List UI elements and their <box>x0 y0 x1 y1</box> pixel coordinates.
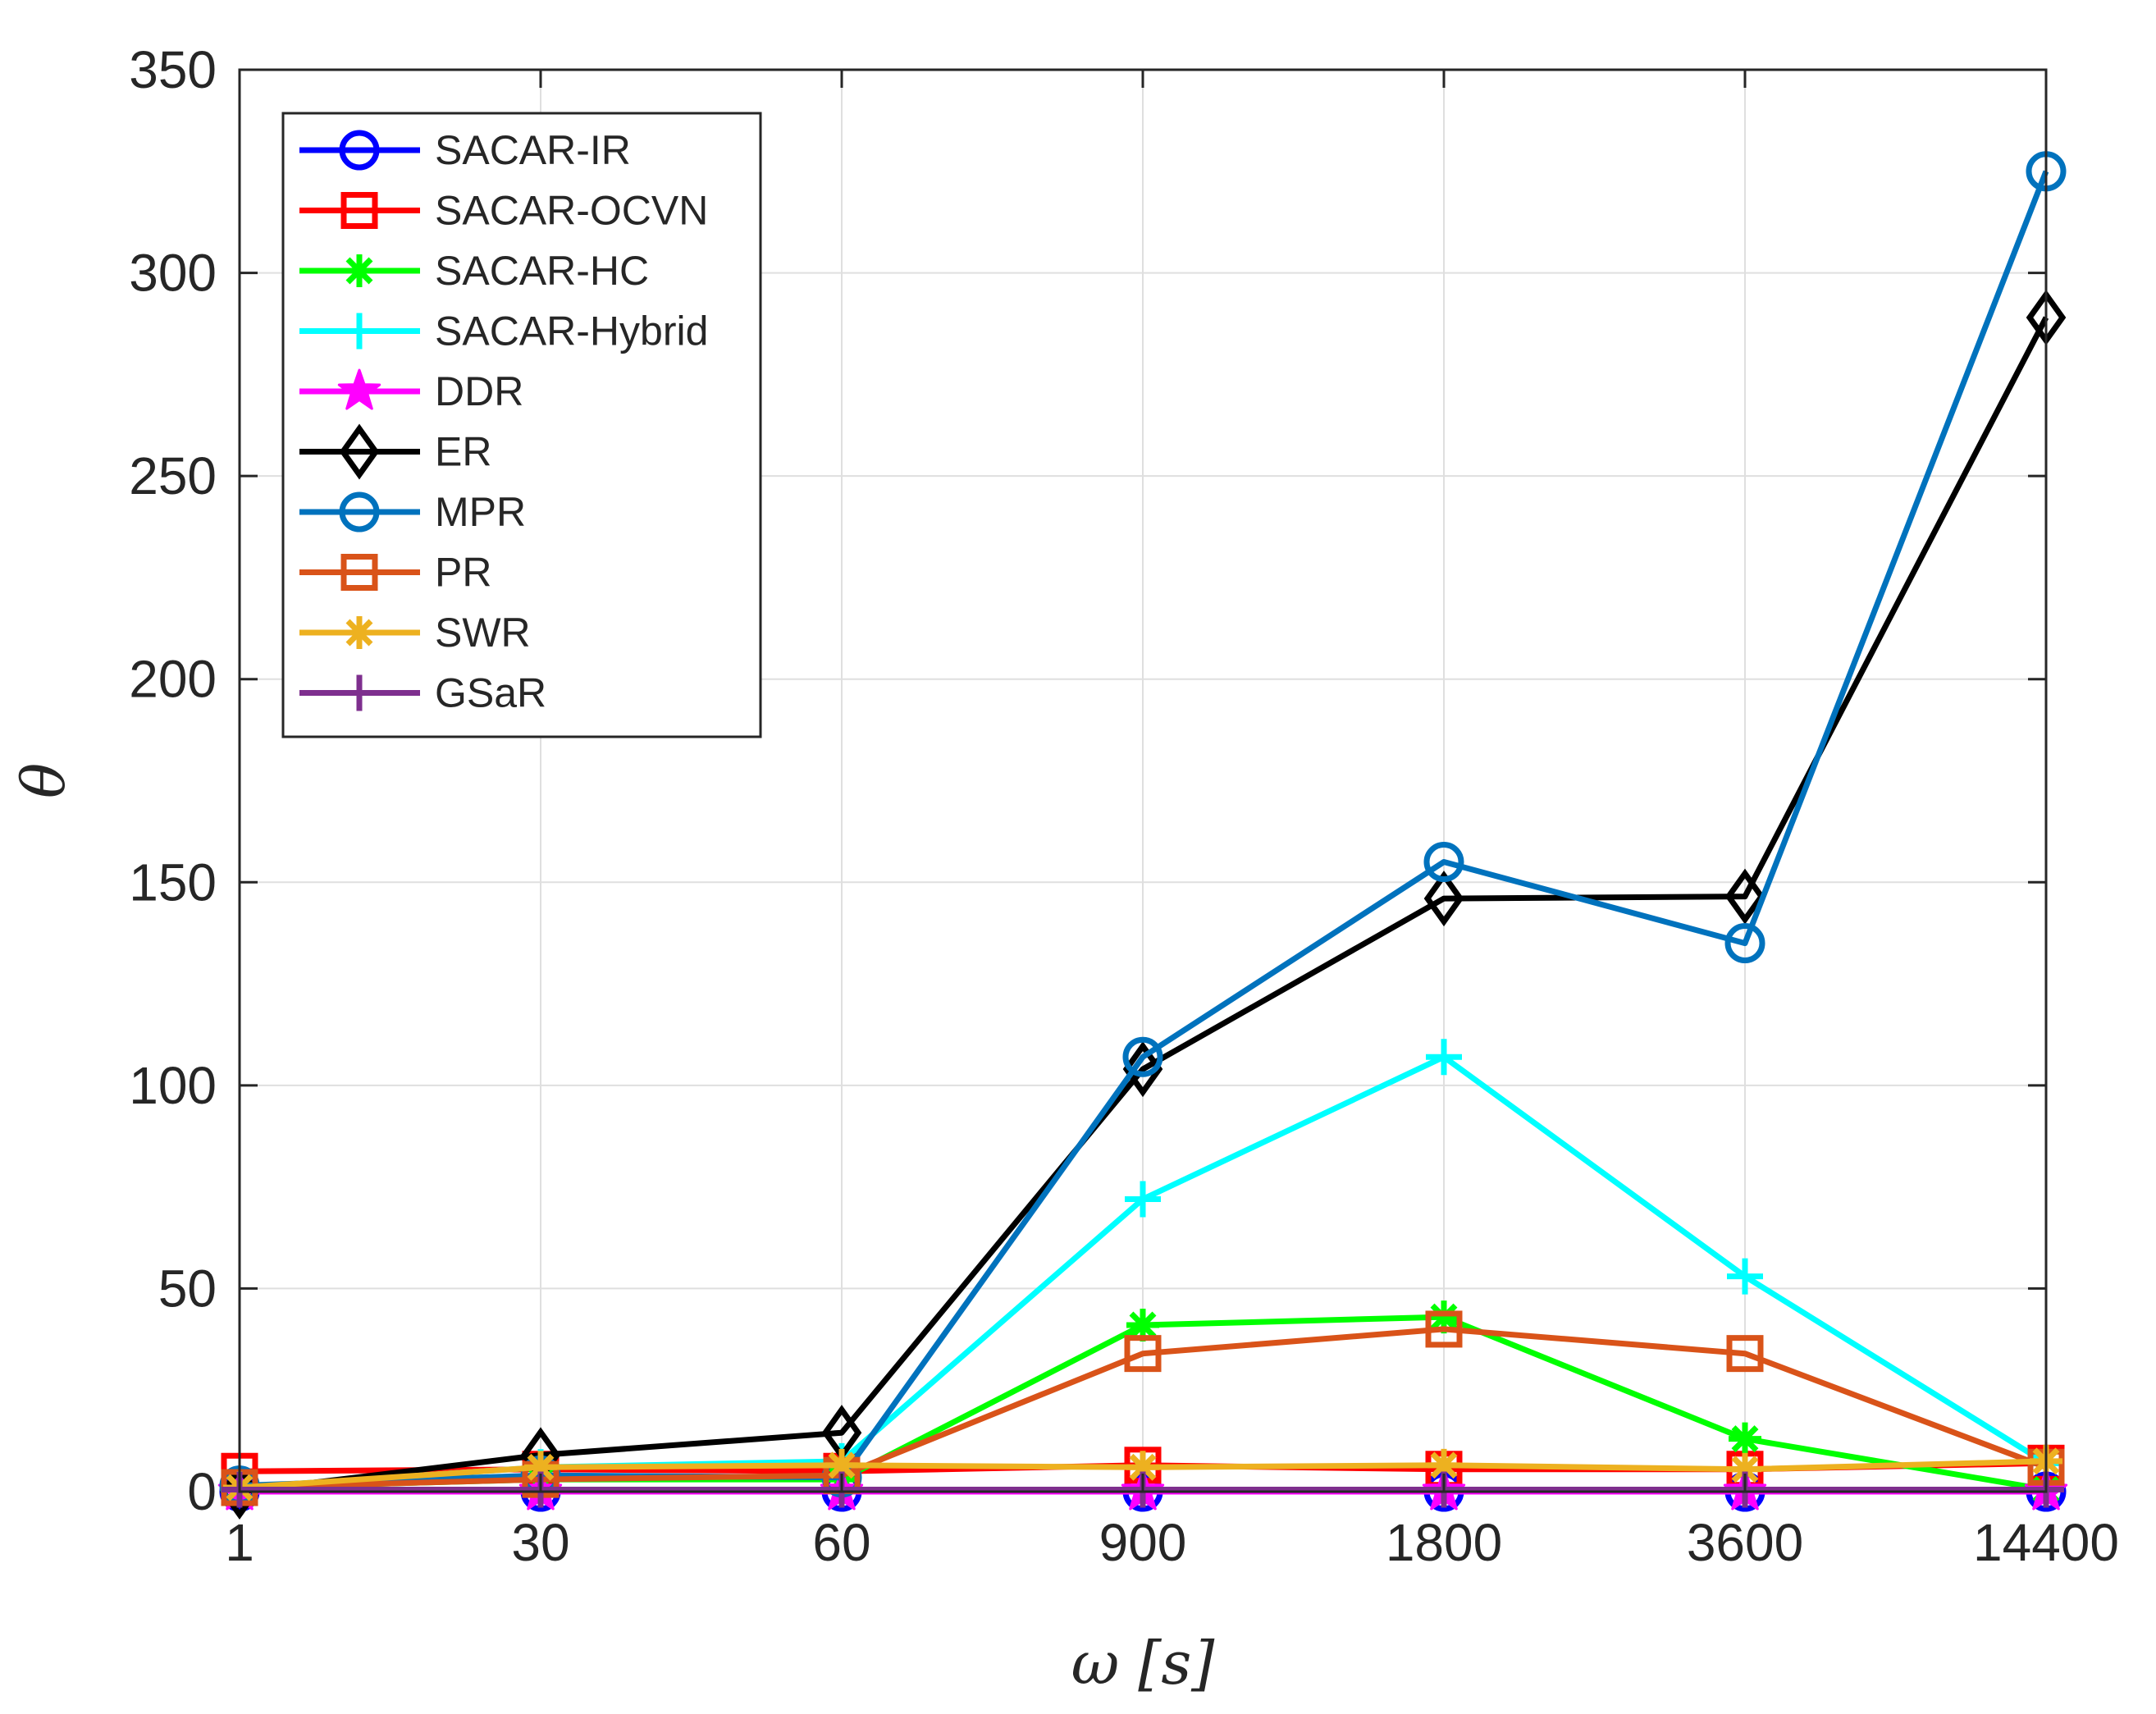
tick-labels: 1 30 60 900 1800 3600 14400 0 50 100 150 200 250 300 3… <box>129 40 2119 1572</box>
x-tick-label: 3600 <box>1687 1513 1803 1572</box>
data-point <box>1427 1300 1460 1334</box>
legend-marker <box>341 674 377 711</box>
y-tick-label: 350 <box>129 40 217 99</box>
data-point <box>1423 871 1464 927</box>
legend-item: SACAR-OCVN <box>299 188 708 234</box>
legend-item: ER <box>299 423 491 480</box>
x-tick-label: 14400 <box>1973 1513 2119 1572</box>
x-tick-label: 1800 <box>1386 1513 1502 1572</box>
legend-marker <box>340 192 378 229</box>
legend-marker <box>337 368 381 410</box>
legend-label: SACAR-IR <box>435 127 631 173</box>
legend-label: ER <box>435 429 491 475</box>
y-tick-label: 300 <box>129 244 217 303</box>
data-point <box>1126 1308 1159 1341</box>
legend-item: SACAR-IR <box>299 127 631 173</box>
legend-label: SWR <box>435 610 531 656</box>
legend-marker <box>339 491 380 532</box>
legend-marker <box>339 423 380 480</box>
data-point <box>1729 1452 1761 1486</box>
x-tick-label: 900 <box>1099 1513 1187 1572</box>
data-point <box>524 1451 557 1484</box>
data-point <box>1126 1451 1159 1484</box>
x-tick-label: 1 <box>225 1513 254 1572</box>
x-tick-label: 30 <box>511 1513 569 1572</box>
data-point <box>1122 1041 1163 1098</box>
data-point <box>1724 868 1765 925</box>
axis-ticks <box>238 68 2048 1493</box>
data-point <box>1426 1039 1462 1076</box>
y-tick-label: 100 <box>129 1056 217 1115</box>
data-point <box>1427 1448 1460 1482</box>
y-tick-label: 250 <box>129 446 217 505</box>
legend: SACAR-IR SACAR-OCVN SACAR-HC SACAR-Hybrid DD… <box>281 112 762 738</box>
data-point <box>1122 1036 1163 1077</box>
legend-item: MPR <box>299 489 526 535</box>
y-tick-label: 0 <box>187 1462 217 1521</box>
y-tick-label: 200 <box>129 650 217 709</box>
y-axis-label: θ <box>9 763 78 798</box>
legend-label: MPR <box>435 489 526 535</box>
legend-label: SACAR-Hybrid <box>435 309 708 354</box>
legend-marker <box>341 313 377 350</box>
legend-marker <box>343 616 376 649</box>
data-point <box>1726 1335 1764 1373</box>
data-point <box>1423 842 1464 883</box>
data-point <box>825 1448 858 1482</box>
x-tick-label: 60 <box>812 1513 870 1572</box>
legend-label: SACAR-HC <box>435 248 649 294</box>
legend-marker <box>340 554 378 591</box>
legend-label: DDR <box>435 368 523 414</box>
y-tick-label: 150 <box>129 852 217 912</box>
legend-item: DDR <box>299 368 523 414</box>
legend-item: PR <box>299 550 491 596</box>
legend-item: SWR <box>299 610 531 656</box>
data-point <box>1425 1310 1463 1348</box>
data-point <box>1724 923 1765 964</box>
legend-item: SACAR-HC <box>299 248 649 294</box>
x-axis-label: ω [s] <box>1071 1629 1216 1698</box>
legend-label: SACAR-OCVN <box>435 188 708 234</box>
legend-label: GSaR <box>435 670 546 716</box>
legend-item: GSaR <box>299 670 546 716</box>
data-point <box>1125 1181 1161 1218</box>
data-point <box>1124 1335 1162 1373</box>
legend-item: SACAR-Hybrid <box>299 309 708 354</box>
data-point <box>1729 1422 1761 1456</box>
legend-marker <box>343 254 376 287</box>
legend-marker <box>339 130 380 171</box>
data-point <box>1727 1258 1763 1295</box>
legend-label: PR <box>435 550 491 596</box>
y-tick-label: 50 <box>158 1259 217 1318</box>
